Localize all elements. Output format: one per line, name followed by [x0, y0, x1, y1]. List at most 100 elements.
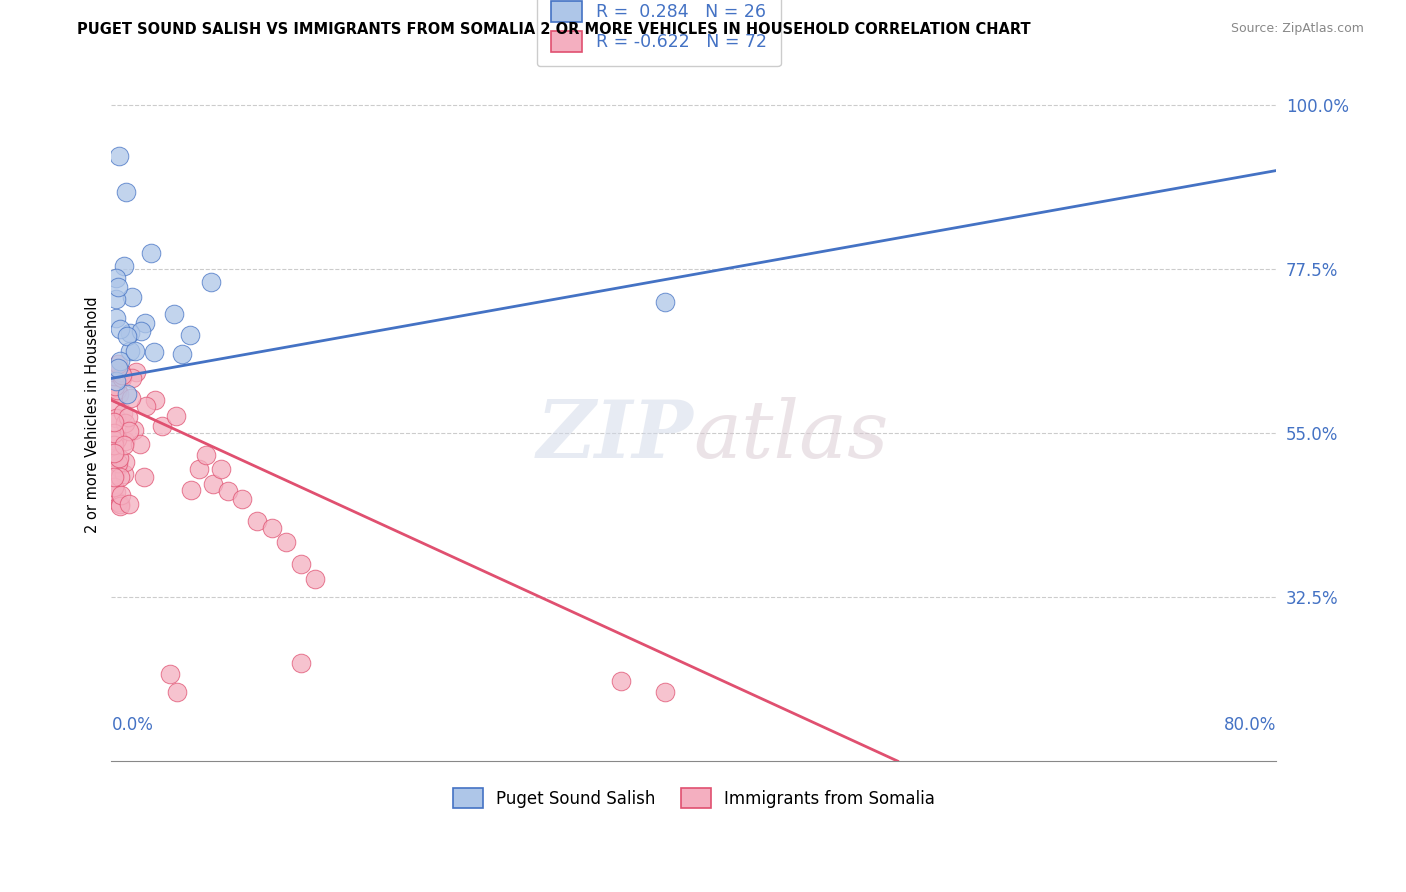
- Point: [105, 432, 128, 446]
- Point: [103, 415, 125, 429]
- Point: [111, 371, 134, 385]
- Point: [110, 469, 132, 483]
- Point: [200, 275, 222, 289]
- Point: [114, 416, 136, 430]
- Point: [118, 497, 141, 511]
- Point: [103, 369, 125, 384]
- Point: [121, 289, 143, 303]
- Point: [103, 446, 125, 460]
- Point: [112, 467, 135, 481]
- Point: [104, 399, 127, 413]
- Point: [118, 343, 141, 358]
- Point: [217, 484, 239, 499]
- Point: [103, 469, 125, 483]
- Point: [170, 347, 193, 361]
- Point: [114, 434, 136, 449]
- Point: [120, 391, 142, 405]
- Point: [129, 325, 152, 339]
- Point: [159, 666, 181, 681]
- Point: [110, 488, 132, 502]
- Point: [104, 374, 127, 388]
- Y-axis label: 2 or more Vehicles in Household: 2 or more Vehicles in Household: [86, 296, 100, 533]
- Point: [202, 477, 225, 491]
- Text: 0.0%: 0.0%: [111, 716, 153, 734]
- Point: [112, 259, 135, 273]
- Point: [104, 411, 127, 425]
- Point: [122, 423, 145, 437]
- Point: [180, 483, 202, 498]
- Point: [107, 459, 129, 474]
- Point: [654, 685, 676, 699]
- Point: [231, 491, 253, 506]
- Point: [107, 357, 129, 371]
- Point: [107, 456, 129, 470]
- Point: [134, 470, 156, 484]
- Point: [104, 292, 127, 306]
- Point: [150, 419, 173, 434]
- Point: [104, 311, 127, 326]
- Point: [104, 379, 127, 393]
- Point: [103, 448, 125, 462]
- Point: [103, 365, 125, 379]
- Point: [166, 685, 188, 699]
- Point: [135, 399, 157, 413]
- Point: [129, 437, 152, 451]
- Point: [290, 558, 312, 572]
- Point: [115, 329, 138, 343]
- Point: [103, 426, 125, 441]
- Point: [108, 497, 131, 511]
- Point: [103, 433, 125, 447]
- Point: [115, 186, 138, 200]
- Point: [104, 271, 127, 285]
- Point: [111, 406, 134, 420]
- Text: ZIP: ZIP: [537, 397, 693, 475]
- Point: [163, 307, 186, 321]
- Point: [104, 467, 127, 481]
- Point: [105, 484, 128, 499]
- Legend: Puget Sound Salish, Immigrants from Somalia: Puget Sound Salish, Immigrants from Soma…: [446, 781, 942, 815]
- Point: [290, 656, 312, 670]
- Point: [610, 673, 633, 688]
- Point: [108, 322, 131, 336]
- Point: [304, 572, 326, 586]
- Point: [110, 354, 132, 368]
- Point: [103, 437, 125, 451]
- Point: [179, 327, 201, 342]
- Point: [143, 344, 166, 359]
- Point: [165, 409, 187, 424]
- Point: [117, 410, 139, 425]
- Point: [124, 343, 146, 358]
- Point: [134, 316, 156, 330]
- Point: [118, 326, 141, 341]
- Text: PUGET SOUND SALISH VS IMMIGRANTS FROM SOMALIA 2 OR MORE VEHICLES IN HOUSEHOLD CO: PUGET SOUND SALISH VS IMMIGRANTS FROM SO…: [77, 22, 1031, 37]
- Point: [110, 365, 132, 379]
- Point: [654, 294, 676, 309]
- Point: [107, 361, 129, 376]
- Point: [111, 368, 134, 382]
- Point: [274, 535, 297, 549]
- Point: [103, 480, 125, 494]
- Text: Source: ZipAtlas.com: Source: ZipAtlas.com: [1230, 22, 1364, 36]
- Point: [118, 424, 141, 438]
- Point: [195, 448, 218, 462]
- Point: [115, 387, 138, 401]
- Point: [246, 514, 269, 528]
- Point: [143, 392, 166, 407]
- Text: atlas: atlas: [693, 397, 889, 475]
- Point: [260, 521, 283, 535]
- Point: [187, 462, 209, 476]
- Point: [107, 280, 129, 294]
- Point: [107, 495, 129, 509]
- Text: 80.0%: 80.0%: [1223, 716, 1277, 734]
- Point: [125, 365, 148, 379]
- Point: [103, 444, 125, 458]
- Point: [139, 245, 162, 260]
- Point: [103, 363, 125, 377]
- Point: [108, 450, 131, 465]
- Point: [105, 384, 128, 398]
- Point: [114, 455, 136, 469]
- Point: [108, 386, 131, 401]
- Point: [107, 149, 129, 163]
- Point: [209, 462, 232, 476]
- Point: [121, 370, 143, 384]
